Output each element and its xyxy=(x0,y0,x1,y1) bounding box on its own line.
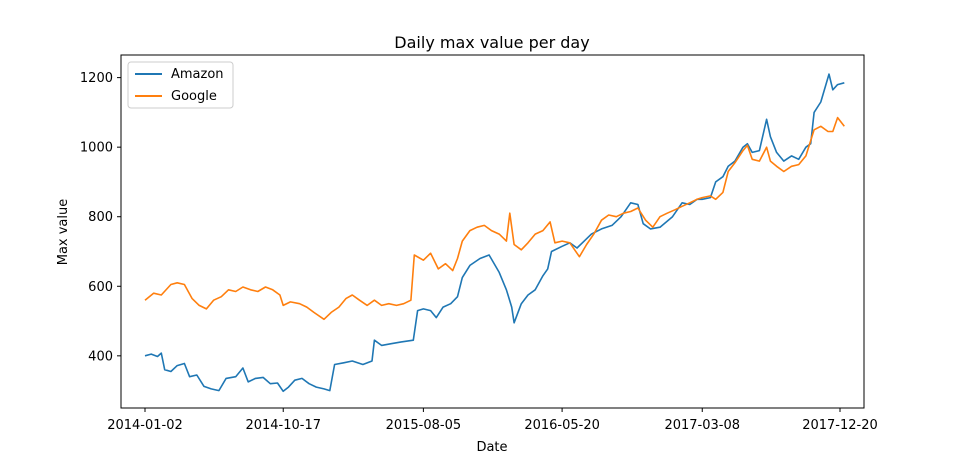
y-tick-label: 1000 xyxy=(80,141,113,156)
x-tick-label: 2015-08-05 xyxy=(386,418,462,433)
legend: Amazon Google xyxy=(127,61,234,109)
x-axis-label: Date xyxy=(476,440,507,455)
y-tick-label: 800 xyxy=(88,210,113,225)
series-line-google xyxy=(144,116,845,321)
legend-label-amazon: Amazon xyxy=(171,67,224,82)
y-axis-label: Max value xyxy=(56,199,71,266)
legend-label-google: Google xyxy=(171,89,217,104)
x-tick-label: 2017-03-08 xyxy=(664,418,740,433)
x-tick-label: 2014-01-02 xyxy=(107,418,183,433)
plot-area xyxy=(120,54,865,409)
plot-frame xyxy=(120,54,865,409)
x-tick-label: 2017-12-20 xyxy=(802,418,878,433)
series-line-amazon xyxy=(144,73,845,393)
y-axis-ticks: 400 600 800 1000 1200 xyxy=(80,71,121,364)
series-layer xyxy=(144,73,845,393)
chart-title: Daily max value per day xyxy=(394,33,589,52)
y-tick-label: 1200 xyxy=(80,71,113,86)
x-tick-label: 2016-05-20 xyxy=(524,418,600,433)
x-tick-label: 2014-10-17 xyxy=(245,418,321,433)
y-tick-label: 400 xyxy=(88,349,113,364)
y-tick-label: 600 xyxy=(88,280,113,295)
x-axis-ticks: 2014-01-02 2014-10-17 2015-08-05 2016-05-20… xyxy=(107,408,878,433)
